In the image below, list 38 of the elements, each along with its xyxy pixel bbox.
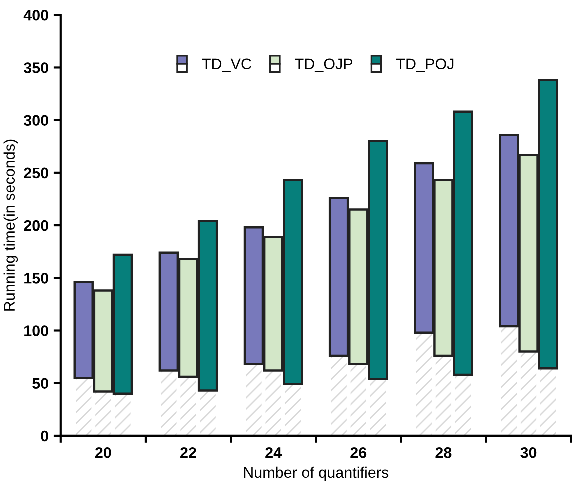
bar <box>161 370 177 436</box>
x-tick-label: 20 <box>95 447 112 458</box>
x-tick-label: 26 <box>350 447 367 458</box>
y-tick-label: 200 <box>24 220 48 232</box>
x-tick-label: 22 <box>180 447 196 458</box>
bar <box>96 392 112 436</box>
y-tick-label: 150 <box>24 273 48 284</box>
bar <box>350 364 366 436</box>
bar <box>520 352 537 436</box>
y-tick-label: 0 <box>41 430 48 442</box>
x-axis-title: Number of quantifiers <box>244 466 389 482</box>
bar <box>501 326 518 436</box>
legend-label: TD_POJ <box>396 58 454 72</box>
y-tick-label: 250 <box>24 168 48 179</box>
y-tick-label: 100 <box>24 326 48 336</box>
x-tick-label: 24 <box>266 447 282 458</box>
x-tick-label: 30 <box>520 447 537 458</box>
bar <box>436 356 452 436</box>
y-tick-label: 350 <box>24 62 48 74</box>
x-tick-label: 28 <box>436 447 452 458</box>
y-tick-label: 300 <box>24 115 48 126</box>
y-tick-label: 50 <box>32 378 48 390</box>
y-axis-title: Running time(in seconds) <box>4 140 18 311</box>
bar <box>180 377 196 436</box>
bar <box>76 378 92 436</box>
bar <box>540 368 556 436</box>
legend-label: TD_OJP <box>295 58 353 72</box>
bar <box>416 332 432 436</box>
bar <box>370 379 386 436</box>
bar <box>266 370 282 436</box>
bar <box>246 364 262 436</box>
bar <box>285 384 301 436</box>
bar <box>455 374 472 436</box>
legend-label: TD_VC <box>202 58 252 72</box>
bar <box>331 356 347 436</box>
bar <box>200 390 216 436</box>
bar <box>115 394 131 436</box>
y-tick-label: 400 <box>24 10 48 21</box>
